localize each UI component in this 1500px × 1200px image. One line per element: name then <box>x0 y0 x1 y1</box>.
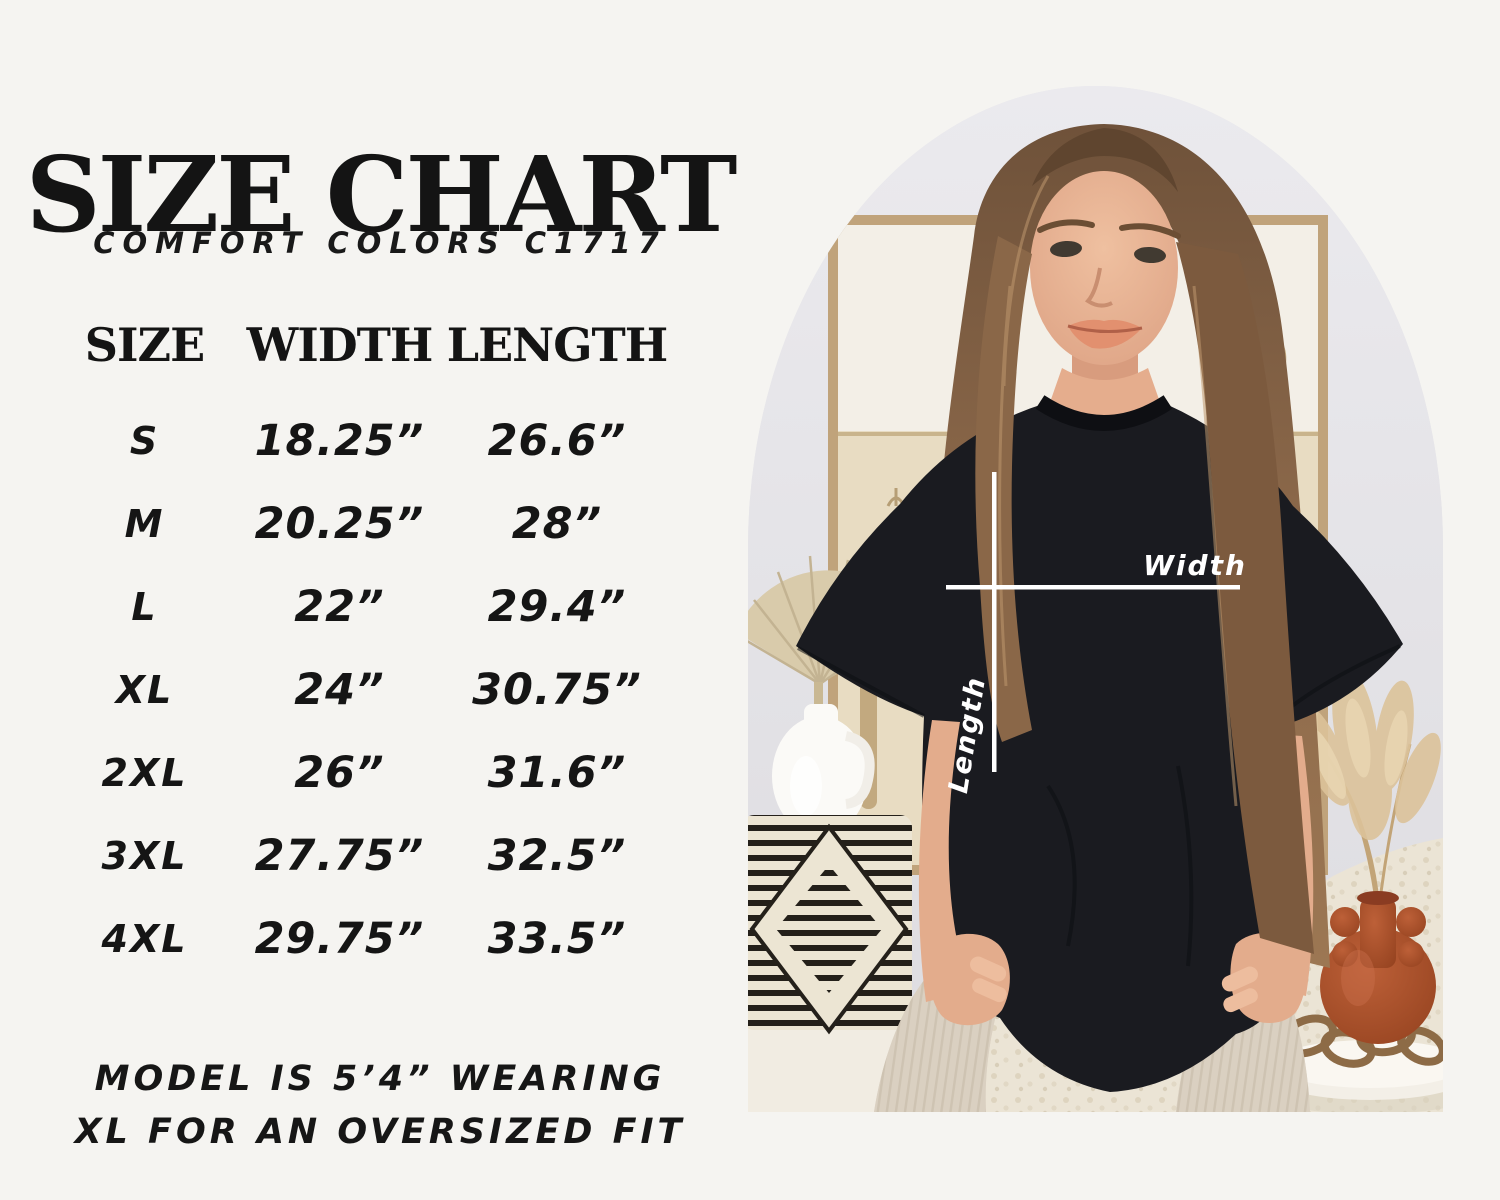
size-cell: XL <box>115 667 174 712</box>
hair-front <box>975 128 1314 954</box>
fingers <box>970 956 1258 1013</box>
nose <box>1084 267 1113 308</box>
width-cell: 22” <box>294 581 385 632</box>
length-cell: 26.6” <box>487 415 627 466</box>
width-cell: 24” <box>294 664 385 715</box>
length-cell: 30.75” <box>472 664 642 715</box>
table-row: L 22” 29.4” <box>52 565 672 648</box>
width-line <box>946 585 1240 590</box>
fit-note-line1: MODEL IS 5’4” WEARING <box>94 1059 666 1099</box>
width-cell: 20.25” <box>254 498 425 549</box>
size-cell: S <box>129 418 160 463</box>
fit-note-line2: XL FOR AN OVERSIZED FIT <box>74 1112 686 1153</box>
length-cell: 33.5” <box>487 913 627 964</box>
lips <box>1068 319 1142 349</box>
table-row: 2XL 26” 31.6” <box>52 731 672 814</box>
white-jug-vase <box>772 704 875 836</box>
table-row: M 20.25” 28” <box>52 482 672 565</box>
size-cell: 3XL <box>101 833 188 878</box>
eyes <box>1050 240 1166 264</box>
length-cell: 31.6” <box>487 747 627 798</box>
size-cell: L <box>131 584 158 629</box>
length-cell: 29.4” <box>487 581 627 632</box>
width-cell: 29.75” <box>254 913 425 964</box>
left-hand <box>929 933 1010 1026</box>
size-table-header: SIZE WIDTH LENGTH <box>52 318 672 372</box>
table-row: S 18.25” 26.6” <box>52 399 672 482</box>
terracotta-vase <box>1320 891 1436 1044</box>
fit-note: MODEL IS 5’4” WEARING XL FOR AN OVERSIZE… <box>0 1053 760 1159</box>
size-cell: M <box>124 501 165 546</box>
product-subtitle: COMFORT COLORS C1717 <box>93 226 667 260</box>
length-cell: 32.5” <box>487 830 627 881</box>
model-photo: Width Length <box>748 86 1443 1112</box>
column-header-length: LENGTH <box>446 318 668 372</box>
size-chart-panel: SIZE CHART COMFORT COLORS C1717 SIZE WID… <box>0 132 760 1159</box>
pampas-grass <box>1294 668 1441 901</box>
length-line <box>992 472 997 772</box>
width-cell: 27.75” <box>254 830 425 881</box>
size-table: S 18.25” 26.6” M 20.25” 28” L 22” 29.4” … <box>52 399 672 980</box>
table-row: 3XL 27.75” 32.5” <box>52 814 672 897</box>
table-row: 4XL 29.75” 33.5” <box>52 897 672 980</box>
table-row: XL 24” 30.75” <box>52 648 672 731</box>
model-photo-illustration: Width Length <box>748 86 1443 1112</box>
size-cell: 2XL <box>101 750 188 795</box>
page-title: SIZE CHART <box>25 132 738 256</box>
column-header-size: SIZE <box>84 318 205 372</box>
column-header-width: WIDTH <box>246 318 434 372</box>
width-cell: 18.25” <box>254 415 425 466</box>
patterned-pillow <box>748 815 912 1035</box>
hair-highlights <box>998 175 1238 807</box>
width-label: Width <box>1143 549 1247 582</box>
length-cell: 28” <box>511 498 603 549</box>
eyebrows <box>1037 219 1181 239</box>
face <box>1030 171 1181 365</box>
collar <box>1035 395 1173 431</box>
width-cell: 26” <box>294 747 385 798</box>
size-cell: 4XL <box>101 916 188 961</box>
